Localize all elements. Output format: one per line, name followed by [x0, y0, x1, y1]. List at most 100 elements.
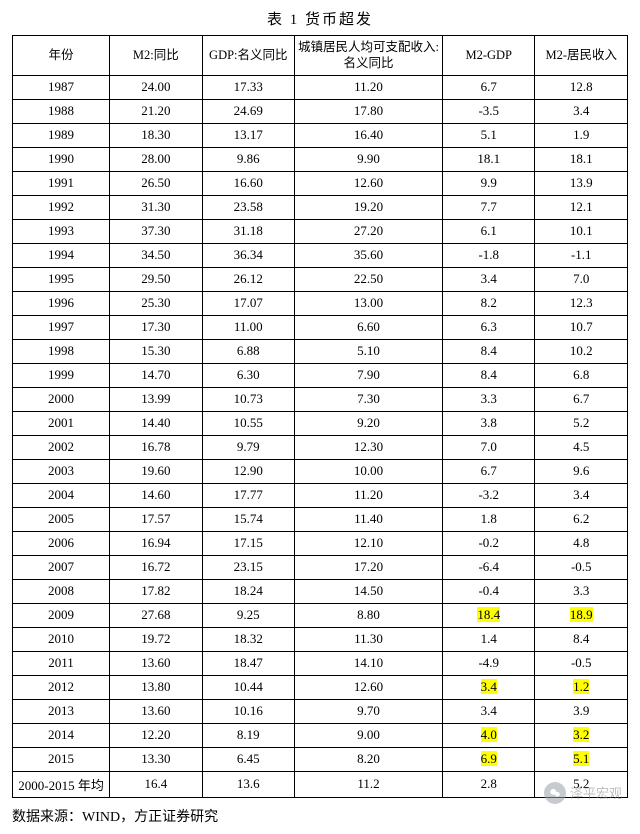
cell-mg: 7.0 [443, 435, 535, 459]
watermark-text: 泽平宏观 [570, 783, 622, 802]
cell-gdp: 17.77 [202, 483, 294, 507]
cell-mi: -0.5 [535, 555, 628, 579]
cell-gdp: 23.58 [202, 195, 294, 219]
table-row: 199126.5016.6012.609.913.9 [13, 171, 628, 195]
cell-gdp: 9.25 [202, 603, 294, 627]
cell-mi: 1.9 [535, 123, 628, 147]
table-row: 200616.9417.1512.10-0.24.8 [13, 531, 628, 555]
cell-mg: 6.1 [443, 219, 535, 243]
cell-urb: 10.00 [295, 459, 443, 483]
cell-m2: 19.72 [110, 627, 202, 651]
cell-m2: 21.20 [110, 99, 202, 123]
cell-urb: 16.40 [295, 123, 443, 147]
cell-urb: 27.20 [295, 219, 443, 243]
cell-m2: 29.50 [110, 267, 202, 291]
table-row: 199529.5026.1222.503.47.0 [13, 267, 628, 291]
cell-urb: 11.20 [295, 483, 443, 507]
table-row: 200414.6017.7711.20-3.23.4 [13, 483, 628, 507]
table-row: 198821.2024.6917.80-3.53.4 [13, 99, 628, 123]
cell-m2: 15.30 [110, 339, 202, 363]
cell-m2: 25.30 [110, 291, 202, 315]
table-row: 199231.3023.5819.207.712.1 [13, 195, 628, 219]
table-title: 表 1 货币超发 [12, 8, 628, 29]
cell-mi: 8.4 [535, 627, 628, 651]
cell-mi: 7.0 [535, 267, 628, 291]
cell-urb: 5.10 [295, 339, 443, 363]
cell-y: 1991 [13, 171, 110, 195]
cell-y: 1989 [13, 123, 110, 147]
cell-mg: 6.7 [443, 459, 535, 483]
cell-mg: 3.4 [443, 267, 535, 291]
cell-mg: -4.9 [443, 651, 535, 675]
cell-y: 2002 [13, 435, 110, 459]
cell-m2: 16.94 [110, 531, 202, 555]
cell-m2: 24.00 [110, 75, 202, 99]
cell-gdp: 10.44 [202, 675, 294, 699]
cell-gdp: 18.24 [202, 579, 294, 603]
cell-y: 1987 [13, 75, 110, 99]
cell-mg: 7.7 [443, 195, 535, 219]
cell-gdp: 11.00 [202, 315, 294, 339]
cell-y: 2003 [13, 459, 110, 483]
cell-y: 2011 [13, 651, 110, 675]
table-row: 200319.6012.9010.006.79.6 [13, 459, 628, 483]
table-row: 200517.5715.7411.401.86.2 [13, 507, 628, 531]
table-row: 200013.9910.737.303.36.7 [13, 387, 628, 411]
cell-m2: 13.30 [110, 747, 202, 771]
cell-gdp: 8.19 [202, 723, 294, 747]
cell-m2: 13.80 [110, 675, 202, 699]
watermark: 泽平宏观 [544, 782, 622, 804]
cell-urb: 11.30 [295, 627, 443, 651]
cell-m2: 16.78 [110, 435, 202, 459]
table-row: 200927.689.258.8018.418.9 [13, 603, 628, 627]
cell-gdp: 10.55 [202, 411, 294, 435]
cell-urb: 11.20 [295, 75, 443, 99]
cell-urb: 8.20 [295, 747, 443, 771]
col-urban: 城镇居民人均可支配收入:名义同比 [295, 36, 443, 76]
cell-y: 1998 [13, 339, 110, 363]
cell-mi: 10.2 [535, 339, 628, 363]
cell-mi: 3.4 [535, 99, 628, 123]
table-row: 199337.3031.1827.206.110.1 [13, 219, 628, 243]
cell-m2: 17.82 [110, 579, 202, 603]
cell-gdp: 9.86 [202, 147, 294, 171]
cell-y: 2006 [13, 531, 110, 555]
cell-urb: 7.30 [295, 387, 443, 411]
cell-y: 2008 [13, 579, 110, 603]
cell-gdp: 26.12 [202, 267, 294, 291]
cell-y: 2015 [13, 747, 110, 771]
data-table: 年份 M2:同比 GDP:名义同比 城镇居民人均可支配收入:名义同比 M2-GD… [12, 35, 628, 798]
cell-urb: 9.00 [295, 723, 443, 747]
cell-mi: 6.2 [535, 507, 628, 531]
cell-gdp: 15.74 [202, 507, 294, 531]
cell-urb: 9.20 [295, 411, 443, 435]
cell-gdp: 13.17 [202, 123, 294, 147]
cell-gdp: 16.60 [202, 171, 294, 195]
cell-y: 2004 [13, 483, 110, 507]
cell-mg: 1.4 [443, 627, 535, 651]
cell-gdp: 10.16 [202, 699, 294, 723]
cell-urb: 11.2 [295, 771, 443, 797]
cell-mi: 18.9 [535, 603, 628, 627]
col-m2gdp: M2-GDP [443, 36, 535, 76]
table-row: 199625.3017.0713.008.212.3 [13, 291, 628, 315]
cell-y: 2000 [13, 387, 110, 411]
cell-mi: 5.1 [535, 747, 628, 771]
cell-y: 2009 [13, 603, 110, 627]
cell-mg: 3.4 [443, 675, 535, 699]
table-row: 199717.3011.006.606.310.7 [13, 315, 628, 339]
cell-y: 2010 [13, 627, 110, 651]
table-row: 201313.6010.169.703.43.9 [13, 699, 628, 723]
col-year: 年份 [13, 36, 110, 76]
cell-urb: 12.30 [295, 435, 443, 459]
cell-y: 1996 [13, 291, 110, 315]
cell-y: 1997 [13, 315, 110, 339]
cell-mg: -0.2 [443, 531, 535, 555]
cell-mg: 18.1 [443, 147, 535, 171]
cell-urb: 17.80 [295, 99, 443, 123]
cell-urb: 14.50 [295, 579, 443, 603]
cell-m2: 28.00 [110, 147, 202, 171]
cell-gdp: 6.30 [202, 363, 294, 387]
cell-urb: 14.10 [295, 651, 443, 675]
cell-y: 2013 [13, 699, 110, 723]
